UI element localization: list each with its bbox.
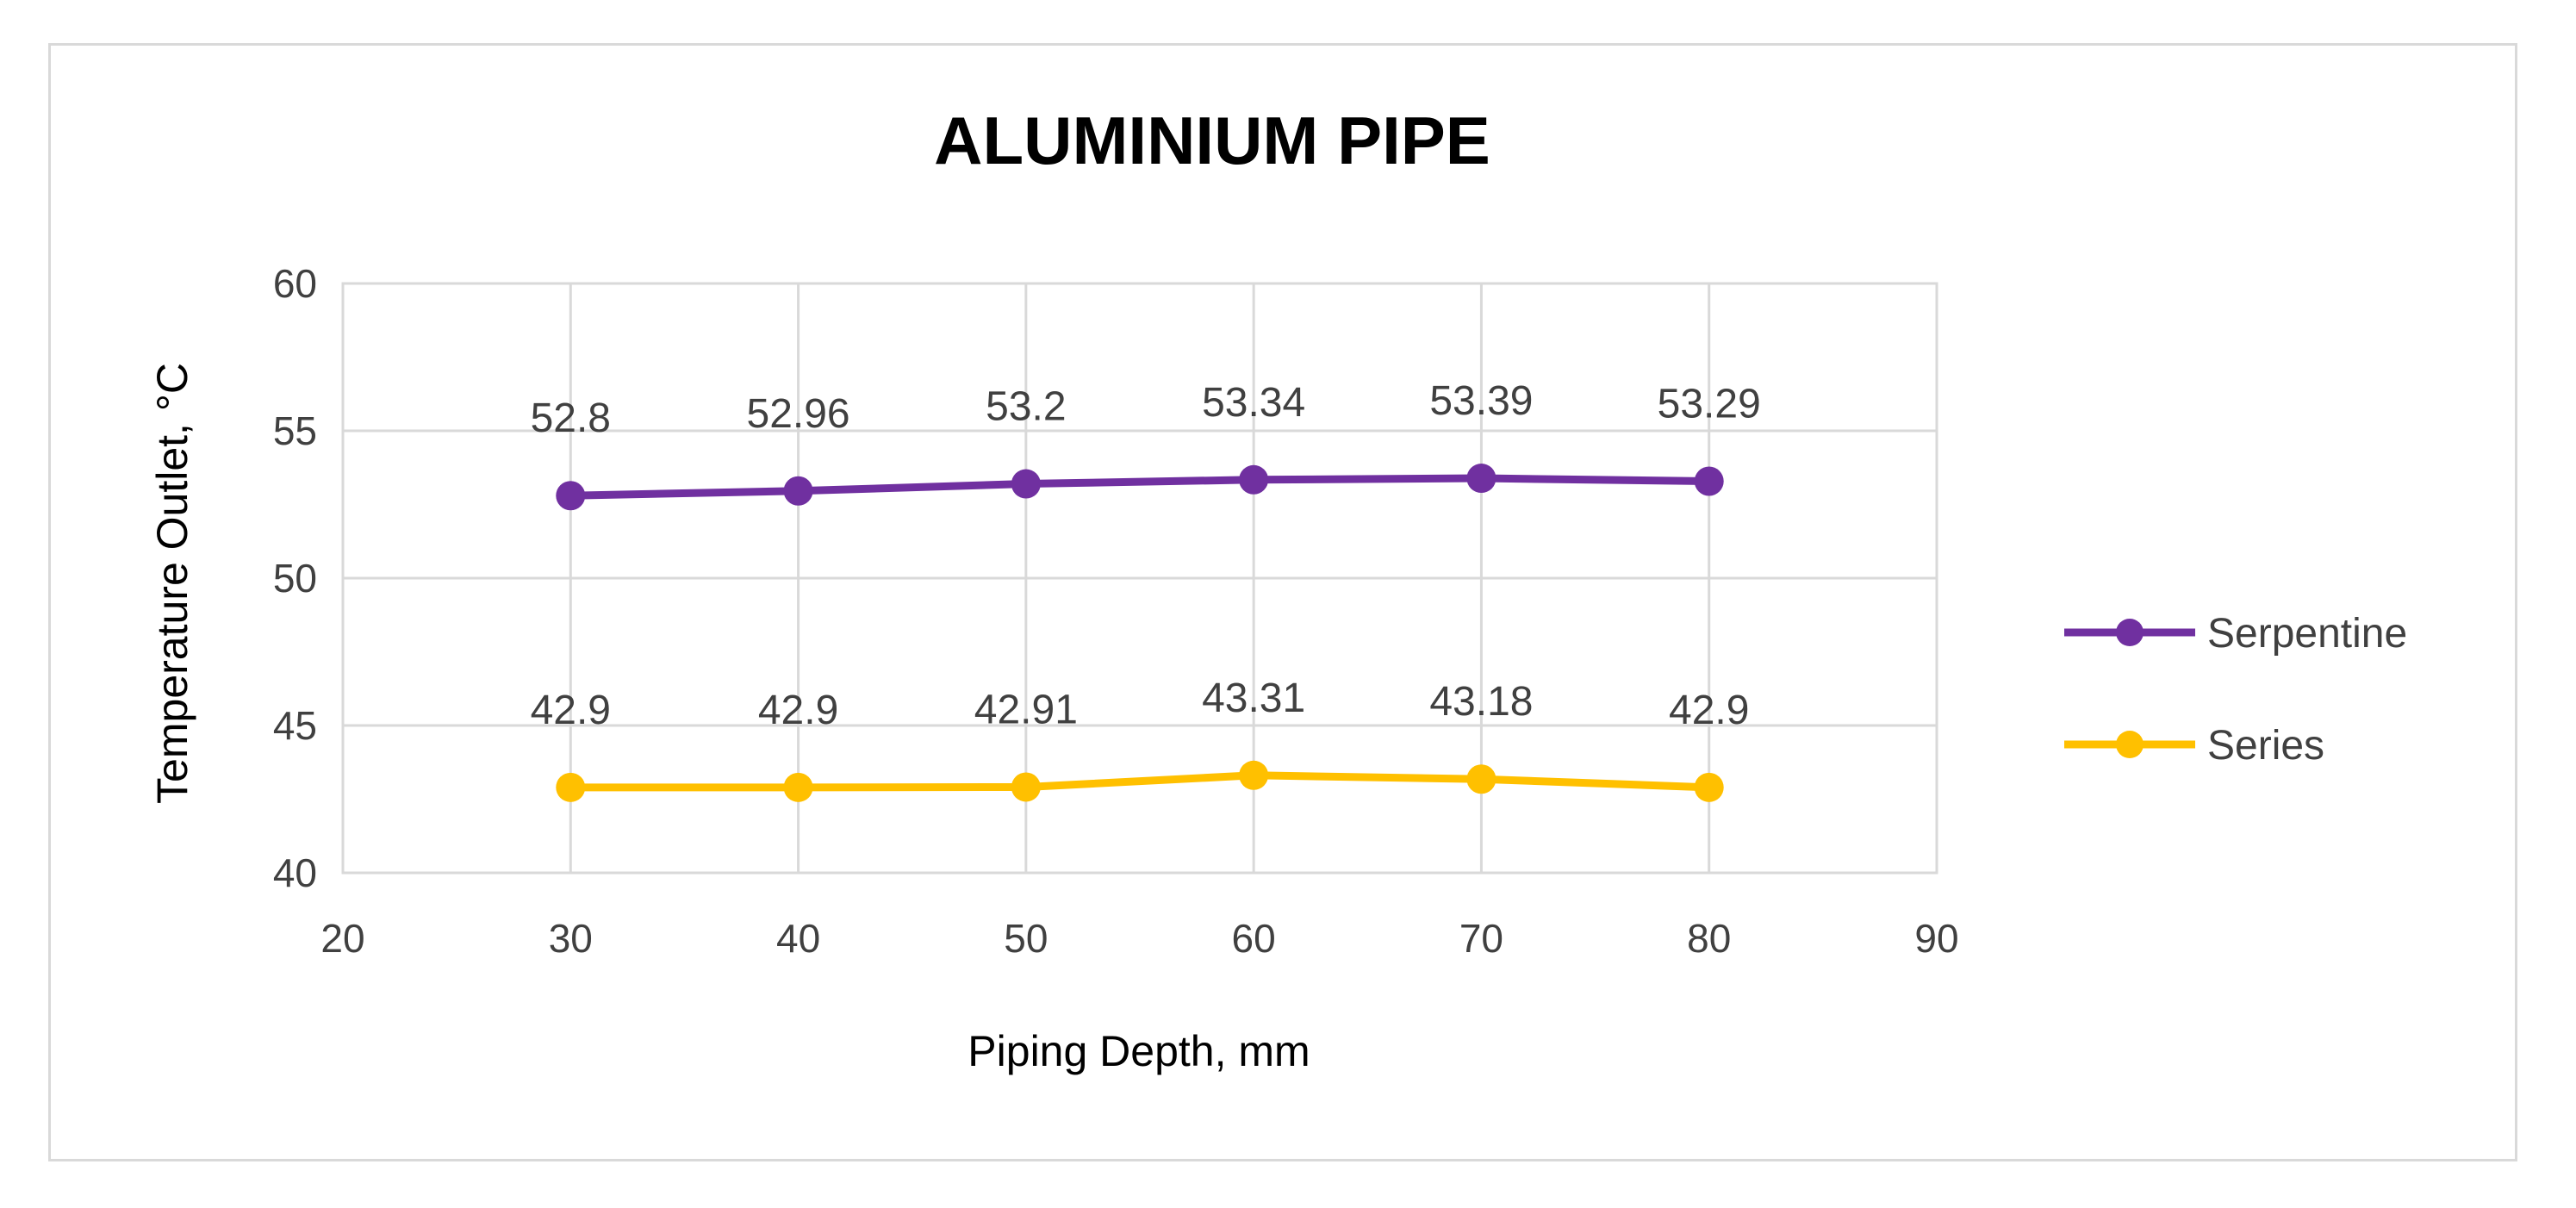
series-line-serpentine <box>566 474 1714 500</box>
y-tick-labels: 40 45 50 55 60 <box>273 261 317 895</box>
x-tick-label: 20 <box>320 916 364 961</box>
x-tick-label: 50 <box>1004 916 1048 961</box>
y-tick-label: 60 <box>273 261 317 306</box>
data-label-series: 43.18 <box>1429 679 1533 725</box>
legend-label-serpentine: Serpentine <box>2207 611 2407 657</box>
legend-marker-serpentine <box>2116 619 2144 646</box>
data-label-serpentine: 52.8 <box>531 395 611 441</box>
y-tick-label: 45 <box>273 703 317 748</box>
data-label-serpentine: 53.34 <box>1202 380 1305 426</box>
x-tick-labels: 20 30 40 50 60 70 80 90 <box>320 916 1958 961</box>
series-serpentine: 52.8 52.96 53.2 53.34 53.39 53.29 <box>531 378 1761 511</box>
data-point-serpentine <box>1694 466 1724 496</box>
y-tick-label: 40 <box>273 850 317 895</box>
data-point-serpentine <box>1011 469 1041 499</box>
data-label-series: 42.9 <box>1669 688 1749 733</box>
x-tick-label: 30 <box>549 916 593 961</box>
data-label-serpentine: 52.96 <box>747 391 850 437</box>
y-axis-title: Temperature Outlet, °C <box>148 363 196 804</box>
data-point-serpentine <box>783 476 813 506</box>
y-tick-label: 50 <box>273 556 317 601</box>
plot-area <box>341 282 1938 875</box>
x-tick-label: 80 <box>1687 916 1731 961</box>
data-point-series <box>1694 772 1724 802</box>
chart-frame <box>48 43 2517 1161</box>
data-point-serpentine <box>1239 464 1269 495</box>
chart-title: ALUMINIUM PIPE <box>934 103 1490 178</box>
data-point-series <box>1466 764 1496 794</box>
data-label-series: 43.31 <box>1202 676 1305 721</box>
data-point-series <box>1239 760 1269 790</box>
x-tick-label: 90 <box>1914 916 1958 961</box>
legend-label-series: Series <box>2207 723 2324 769</box>
legend-entry-serpentine: Serpentine <box>2064 611 2407 657</box>
x-axis-title: Piping Depth, mm <box>968 1027 1310 1075</box>
data-label-serpentine: 53.29 <box>1658 381 1761 427</box>
data-point-serpentine <box>556 481 586 511</box>
x-tick-label: 40 <box>776 916 820 961</box>
data-point-series <box>556 772 586 802</box>
x-tick-label: 60 <box>1232 916 1276 961</box>
data-label-serpentine: 53.39 <box>1429 378 1533 424</box>
legend-entry-series: Series <box>2064 723 2324 769</box>
data-point-series <box>783 772 813 802</box>
series-series: 42.9 42.9 42.91 43.31 43.18 42.9 <box>531 676 1749 802</box>
data-point-series <box>1011 772 1041 802</box>
data-point-serpentine <box>1466 464 1496 494</box>
legend: Serpentine Series <box>2064 611 2407 769</box>
data-label-series: 42.9 <box>531 688 611 733</box>
x-tick-label: 70 <box>1459 916 1503 961</box>
data-label-series: 42.9 <box>758 688 838 733</box>
data-label-serpentine: 53.2 <box>986 384 1066 430</box>
data-label-series: 42.91 <box>974 687 1078 732</box>
y-tick-label: 55 <box>273 408 317 453</box>
series-line-series <box>566 771 1714 792</box>
legend-marker-series <box>2116 731 2144 758</box>
